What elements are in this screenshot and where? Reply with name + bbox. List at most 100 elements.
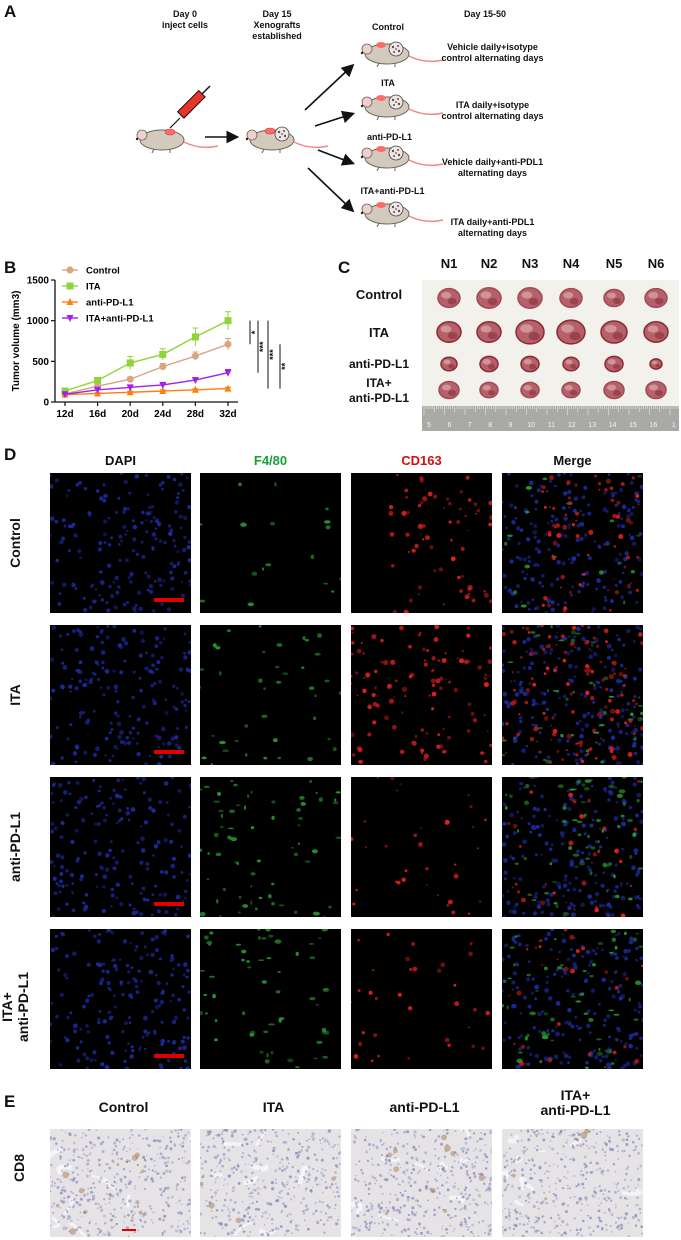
- group-name-control: Control: [358, 22, 418, 33]
- mouse-day0-icon: [136, 130, 218, 153]
- if-image-0-1: [200, 473, 341, 613]
- tumor-specimen: [521, 382, 539, 397]
- series-line: [65, 321, 228, 391]
- data-point: [94, 377, 101, 384]
- ruler-number: 6: [447, 422, 451, 429]
- x-tick-label: 32d: [219, 409, 236, 420]
- data-point: [225, 317, 232, 324]
- tumor-row-label-0: Control: [338, 287, 420, 302]
- tumor-column-n6: N6: [641, 256, 671, 271]
- tumor-specimen: [604, 382, 624, 399]
- tumor-specimen: [437, 322, 461, 342]
- scale-bar: [154, 902, 184, 906]
- ruler-number: 15: [629, 422, 637, 429]
- legend-label: anti-PD-L1: [86, 298, 134, 309]
- if-row-label-1: ITA: [7, 640, 23, 750]
- if-image-2-2: [351, 777, 492, 917]
- data-point: [67, 267, 74, 274]
- syringe-icon: [170, 86, 210, 128]
- tumor-specimen: [645, 289, 667, 308]
- if-image-1-2: [351, 625, 492, 765]
- treatment-control: Vehicle daily+isotype control alternatin…: [425, 42, 560, 64]
- ruler-number: 13: [588, 422, 596, 429]
- panel-label-e: E: [4, 1092, 15, 1112]
- ruler-number: 16: [650, 422, 658, 429]
- ruler-number: 14: [609, 422, 617, 429]
- ihc-image-0: [50, 1129, 191, 1237]
- x-tick-label: 20d: [122, 409, 139, 420]
- group-name-ita: ITA: [358, 78, 418, 89]
- if-row-label-0: Control: [7, 488, 23, 598]
- tumor-specimen: [438, 289, 460, 308]
- data-point: [159, 351, 166, 358]
- tumor-specimen: [557, 320, 585, 344]
- tumor-specimen: [646, 382, 666, 399]
- data-point: [225, 341, 232, 348]
- scale-bar: [154, 598, 184, 602]
- treatment-combo: ITA daily+anti-PDL1 alternating days: [425, 217, 560, 239]
- data-point: [67, 283, 74, 290]
- legend-label: ITA+anti-PD-L1: [86, 314, 154, 325]
- if-image-1-0: [50, 625, 191, 765]
- ruler-number: 5: [427, 422, 431, 429]
- scale-bar: [122, 1229, 136, 1231]
- treatment-ita: ITA daily+isotype control alternating da…: [425, 100, 560, 122]
- x-tick-label: 28d: [187, 409, 204, 420]
- x-tick-label: 16d: [89, 409, 106, 420]
- panel-a-schematic: [0, 0, 681, 250]
- data-point: [127, 376, 134, 383]
- ihc-column-1: ITA: [203, 1100, 344, 1115]
- panel-label-c: C: [338, 258, 350, 278]
- if-image-0-3: [502, 473, 643, 613]
- data-point: [192, 333, 199, 340]
- tumor-row-label-2: anti-PD-L1: [338, 357, 420, 372]
- ruler-number: 9: [509, 422, 513, 429]
- data-point: [159, 363, 166, 370]
- tumor-specimen: [560, 289, 582, 308]
- ruler-number: 8: [488, 422, 492, 429]
- tumor-specimen: [477, 288, 501, 308]
- ruler-number: 12: [568, 422, 576, 429]
- scale-bar: [154, 750, 184, 754]
- tumor-specimen: [644, 322, 668, 342]
- tumor-specimen: [518, 288, 542, 308]
- y-axis-label: Tumor volume (mm3): [11, 291, 22, 392]
- if-column-merge: Merge: [502, 453, 643, 468]
- group-name-anti-pdl1: anti-PD-L1: [352, 132, 427, 143]
- tumor-specimen: [441, 357, 457, 371]
- data-point: [192, 353, 199, 360]
- tumor-specimen: [521, 356, 539, 371]
- if-image-1-3: [502, 625, 643, 765]
- if-column-dapi: DAPI: [50, 453, 191, 468]
- data-point: [127, 359, 134, 366]
- if-image-3-2: [351, 929, 492, 1069]
- ihc-column-3: ITA+ anti-PD-L1: [505, 1088, 646, 1118]
- tumor-specimen: [439, 382, 459, 399]
- significance-label: *: [250, 330, 260, 334]
- ihc-image-3: [502, 1129, 643, 1237]
- series-0: [62, 339, 232, 398]
- if-image-0-0: [50, 473, 191, 613]
- ihc-row-label: CD8: [11, 1143, 27, 1193]
- significance-label: **: [280, 362, 290, 370]
- ruler-number: 7: [468, 422, 472, 429]
- tumor-specimen: [604, 290, 624, 307]
- if-row-label-3: ITA+ anti-PD-L1: [0, 952, 31, 1062]
- ihc-column-2: anti-PD-L1: [354, 1100, 495, 1115]
- tumor-column-n2: N2: [474, 256, 504, 271]
- tumor-specimen: [480, 356, 498, 371]
- tumor-specimen: [563, 357, 579, 371]
- if-image-1-1: [200, 625, 341, 765]
- y-tick-label: 1500: [27, 276, 50, 287]
- if-image-3-3: [502, 929, 643, 1069]
- if-image-2-3: [502, 777, 643, 917]
- tumor-specimen: [480, 382, 498, 397]
- tumor-specimen: [516, 320, 544, 344]
- if-image-2-1: [200, 777, 341, 917]
- tumor-photo: 5 6 7 8 9 10 11 12 13 14 15 16 1: [422, 280, 679, 431]
- tumor-volume-chart: 05001000150012d 16d 20d 24d 28d 32dTumor volu…: [0, 262, 330, 442]
- legend-label: ITA: [86, 282, 101, 293]
- ihc-image-2: [351, 1129, 492, 1237]
- tumor-specimen: [562, 382, 580, 397]
- if-image-3-1: [200, 929, 341, 1069]
